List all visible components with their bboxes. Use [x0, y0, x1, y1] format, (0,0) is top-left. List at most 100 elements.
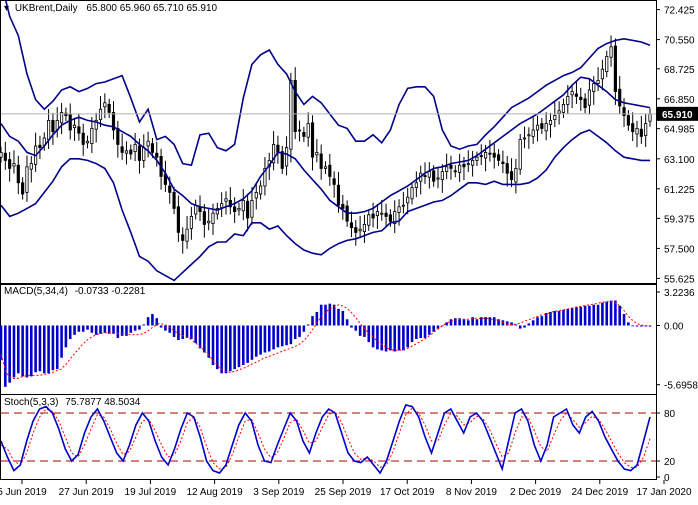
candle-body: [479, 155, 483, 158]
stoch-tick-label: 80: [664, 409, 676, 420]
candle: [241, 189, 245, 221]
candle-body: [639, 128, 643, 137]
candle-body: [237, 207, 241, 211]
macd-bar: [60, 325, 63, 358]
macd-bar: [47, 325, 50, 374]
candle-body: [613, 45, 617, 92]
macd-bar: [397, 325, 401, 351]
axes: 72.425 70.550 68.725 66.850 64.985 63.100 61.2…: [0, 6, 698, 498]
candle: [380, 199, 384, 221]
macd-bar: [324, 304, 327, 326]
candle-body: [410, 187, 414, 200]
candle: [271, 131, 276, 171]
macd-bar: [497, 319, 500, 326]
macd-bar: [609, 300, 613, 326]
candle: [12, 150, 16, 174]
candle-body: [423, 175, 427, 178]
ohlc-values: 65.800 65.960 65.710 65.910: [86, 3, 217, 14]
macd-bar: [190, 325, 193, 339]
macd-bar: [94, 325, 98, 335]
candle-body: [401, 204, 405, 207]
candle-body: [509, 171, 514, 181]
candle: [445, 153, 449, 180]
macd-tick-label: -5.6958: [664, 381, 698, 392]
candle-body: [220, 203, 224, 209]
candle: [68, 103, 72, 140]
dropdown-arrow-icon[interactable]: ▾: [4, 3, 9, 14]
macd-bar: [423, 325, 427, 338]
candle-body: [215, 207, 219, 215]
candle-body: [207, 220, 211, 224]
candle: [531, 116, 535, 144]
macd-bar: [458, 318, 461, 326]
candle-body: [453, 170, 457, 173]
candle: [107, 98, 111, 118]
candle: [561, 98, 566, 118]
candle-body: [224, 198, 228, 202]
candle-body: [185, 228, 189, 242]
candle-body: [518, 139, 522, 170]
candle-body: [129, 149, 133, 155]
candle-body: [306, 123, 310, 138]
macd-bar: [441, 325, 444, 327]
macd-bar: [557, 310, 561, 326]
candle: [540, 118, 544, 134]
macd-bar: [51, 325, 55, 371]
macd-bar: [358, 325, 362, 336]
macd-bar: [81, 325, 85, 332]
candle: [25, 155, 29, 202]
candle: [436, 166, 440, 189]
price-tick-label: 64.985: [664, 125, 695, 136]
candle: [263, 157, 267, 196]
chart-header: ▾ UKBrent,Daily 65.800 65.960 65.710 65.…: [4, 3, 218, 14]
macd-label: MACD(5,34,4): [4, 286, 68, 297]
current-price-label: 65.910: [662, 110, 693, 121]
candle-body: [622, 107, 626, 116]
candle-body: [124, 150, 129, 154]
macd-values: -0.0733 -0.2281: [75, 286, 146, 297]
candle-body: [436, 177, 440, 180]
macd-bar: [432, 325, 435, 332]
macd-bar: [246, 325, 249, 363]
candle-body: [414, 182, 418, 189]
candle-body: [38, 144, 42, 148]
macd-bar: [99, 325, 102, 334]
candle-body: [155, 152, 159, 158]
candle: [367, 209, 371, 231]
candle: [553, 102, 557, 128]
macd-bar: [332, 304, 336, 326]
macd-bar: [319, 304, 323, 326]
candle-body: [16, 164, 20, 184]
candle: [496, 149, 501, 166]
candle: [124, 141, 129, 165]
candle: [228, 187, 232, 215]
candle-body: [458, 164, 462, 173]
candle-body: [302, 131, 306, 137]
macd-bar: [34, 325, 37, 373]
macd-bar: [138, 325, 141, 330]
macd-bar: [389, 325, 392, 351]
macd-bar: [579, 306, 583, 326]
macd-bar: [216, 325, 219, 370]
candle-body: [310, 122, 315, 158]
candle-body: [501, 161, 505, 165]
candle: [215, 202, 219, 220]
macd-bar: [549, 311, 552, 326]
price-tick-label: 55.625: [664, 274, 695, 285]
candle: [306, 112, 310, 147]
candle-body: [280, 151, 284, 169]
candle: [72, 117, 77, 141]
macd-bar: [614, 300, 617, 326]
candle: [375, 204, 380, 229]
x-tick-label: 17 Jan 2020: [636, 487, 691, 498]
candle-body: [583, 98, 587, 109]
candle: [475, 151, 479, 166]
candle-body: [388, 214, 392, 222]
candle: [289, 72, 293, 163]
macd-bar: [540, 316, 544, 326]
macd-bar: [285, 325, 288, 346]
candle-body: [579, 96, 583, 100]
candle: [479, 144, 483, 166]
candle-body: [375, 211, 380, 217]
